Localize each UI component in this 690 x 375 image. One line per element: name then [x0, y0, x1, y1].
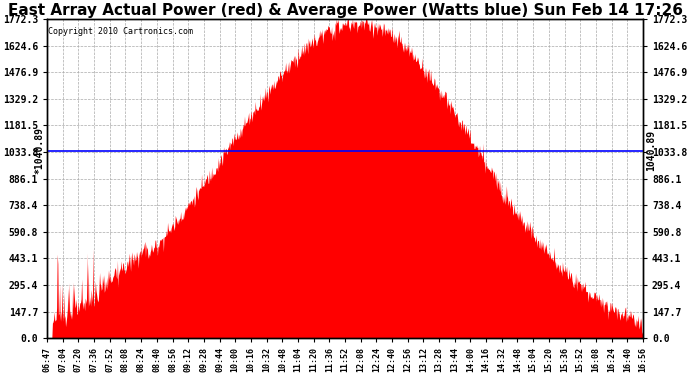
Text: Copyright 2010 Cartronics.com: Copyright 2010 Cartronics.com [48, 27, 193, 36]
Title: East Array Actual Power (red) & Average Power (Watts blue) Sun Feb 14 17:26: East Array Actual Power (red) & Average … [8, 3, 682, 18]
Text: *1040.89: *1040.89 [34, 127, 44, 174]
Text: 1040.89: 1040.89 [646, 130, 656, 171]
